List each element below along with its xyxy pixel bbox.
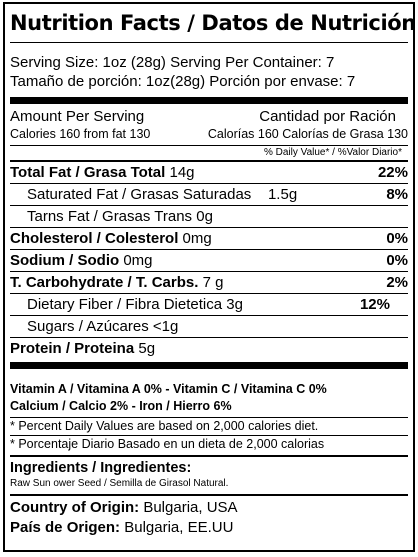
nutrient-amount: 5g — [138, 340, 156, 357]
calories-row: Calories 160 from fat 130 Calorías 160 C… — [10, 126, 408, 145]
nutrient-name: Tarns Fat / Grasas Trans — [27, 208, 193, 225]
country-of-origin: Country of Origin: Bulgaria, USA — [10, 498, 408, 518]
nutrient-name: Protein / Proteina — [10, 340, 135, 357]
nutrient-amount: 0mg — [182, 230, 212, 247]
nutrient-amount: 14g — [169, 164, 195, 181]
nutrient-dv: 22% — [377, 164, 408, 181]
divider — [10, 455, 408, 457]
nutrient-dv: 12% — [359, 296, 390, 313]
divider-thick — [10, 97, 408, 104]
ingredients-header: Ingredients / Ingredientes: — [10, 460, 192, 476]
vitamins-line-1: Vitamin A / Vitamina A 0% - Vitamin C / … — [10, 382, 327, 396]
calories-en: Calories 160 from fat 130 — [10, 127, 151, 141]
nutrient-name: Sodium / Sodio — [10, 252, 120, 269]
label-title: Nutrition Facts / Datos de Nutrición — [10, 11, 416, 35]
amount-header-en: Amount Per Serving — [10, 108, 145, 125]
divider — [10, 435, 408, 436]
nutrient-name: Cholesterol / Colesterol — [10, 230, 179, 247]
nutrient-dv: 2% — [386, 274, 408, 291]
divider — [10, 42, 408, 43]
nutrient-name: Saturated Fat / Grasas Saturadas — [27, 186, 252, 203]
nutrient-row-cholesterol: Cholesterol / Colesterol 0mg 0% — [10, 227, 408, 249]
nutrient-row-saturated-fat: Saturated Fat / Grasas Saturadas 1.5g 8% — [10, 183, 408, 205]
origin-value-en: Bulgaria, USA — [143, 499, 238, 516]
amount-header: Amount Per Serving Cantidad por Ración — [10, 107, 408, 126]
origin-label-es: País de Origen: — [10, 519, 121, 536]
pais-de-origen: País de Origen: Bulgaria, EE.UU — [10, 518, 408, 538]
nutrient-dv: 8% — [386, 186, 408, 203]
nutrition-label: Nutrition Facts / Datos de Nutrición Ser… — [3, 2, 416, 552]
nutrient-name: Sugars / Azúcares — [27, 318, 149, 335]
nutrient-row-dietary-fiber: Dietary Fiber / Fibra Dietetica 3g 12% — [10, 293, 408, 315]
footnote-en: * Percent Daily Values are based on 2,00… — [10, 419, 319, 433]
nutrient-dv: 0% — [386, 230, 408, 247]
nutrient-amount: 0g — [196, 208, 213, 225]
divider — [10, 417, 408, 418]
footnote-es: * Porcentaje Diario Basado en un dieta d… — [10, 437, 325, 451]
vitamins-line-2: Calcium / Calcio 2% - Iron / Hierro 6% — [10, 399, 232, 413]
nutrient-list: Total Fat / Grasa Total 14g 22% Saturate… — [10, 162, 408, 359]
nutrient-row-trans-fat: Tarns Fat / Grasas Trans 0g — [10, 205, 408, 227]
origin-label-en: Country of Origin: — [10, 499, 140, 516]
nutrient-dv: 0% — [386, 252, 408, 269]
nutrient-row-sugars: Sugars / Azúcares <1g — [10, 315, 408, 337]
calories-es: Calorías 160 Calorías de Grasa 130 — [207, 127, 408, 141]
nutrient-row-total-fat: Total Fat / Grasa Total 14g 22% — [10, 162, 408, 183]
nutrient-amount: <1g — [152, 318, 179, 335]
nutrient-amount: 3g — [226, 296, 243, 313]
nutrient-name: Total Fat / Grasa Total — [10, 164, 166, 181]
nutrient-amount: 1.5g — [267, 186, 298, 203]
nutrient-amount: 0mg — [123, 252, 153, 269]
serving-size-en: Serving Size: 1oz (28g) Serving Per Cont… — [10, 54, 335, 71]
origin-value-es: Bulgaria, EE.UU — [124, 519, 234, 536]
daily-value-header: % Daily Value* / %Valor Diario* — [10, 145, 408, 160]
nutrient-row-carbohydrate: T. Carbohydrate / T. Carbs. 7 g 2% — [10, 271, 408, 293]
amount-header-es: Cantidad por Ración — [259, 108, 396, 125]
nutrient-name: Dietary Fiber / Fibra Dietetica — [27, 296, 223, 313]
divider — [10, 494, 408, 496]
nutrient-row-sodium: Sodium / Sodio 0mg 0% — [10, 249, 408, 271]
serving-size-es: Tamaño de porción: 1oz(28g) Porción por … — [10, 73, 356, 90]
nutrient-row-protein: Protein / Proteina 5g — [10, 337, 408, 359]
divider — [10, 160, 408, 162]
nutrient-amount: 7 g — [202, 274, 224, 291]
nutrient-name: T. Carbohydrate / T. Carbs. — [10, 274, 199, 291]
ingredients-text: Raw Sun ower Seed / Semilla de Girasol N… — [10, 478, 229, 489]
divider-thick — [10, 362, 408, 369]
